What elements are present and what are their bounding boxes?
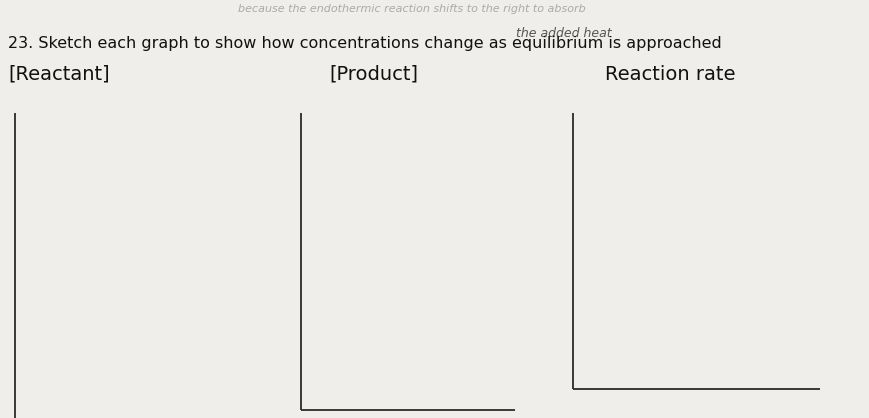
Text: 23. Sketch each graph to show how concentrations change as equilibrium is approa: 23. Sketch each graph to show how concen… <box>8 36 721 51</box>
Text: [Product]: [Product] <box>329 65 418 84</box>
Text: the added heat: the added heat <box>516 27 612 40</box>
Text: [Reactant]: [Reactant] <box>8 65 109 84</box>
Text: because the endothermic reaction shifts to the right to absorb: because the endothermic reaction shifts … <box>238 4 585 14</box>
Text: Reaction rate: Reaction rate <box>605 65 735 84</box>
